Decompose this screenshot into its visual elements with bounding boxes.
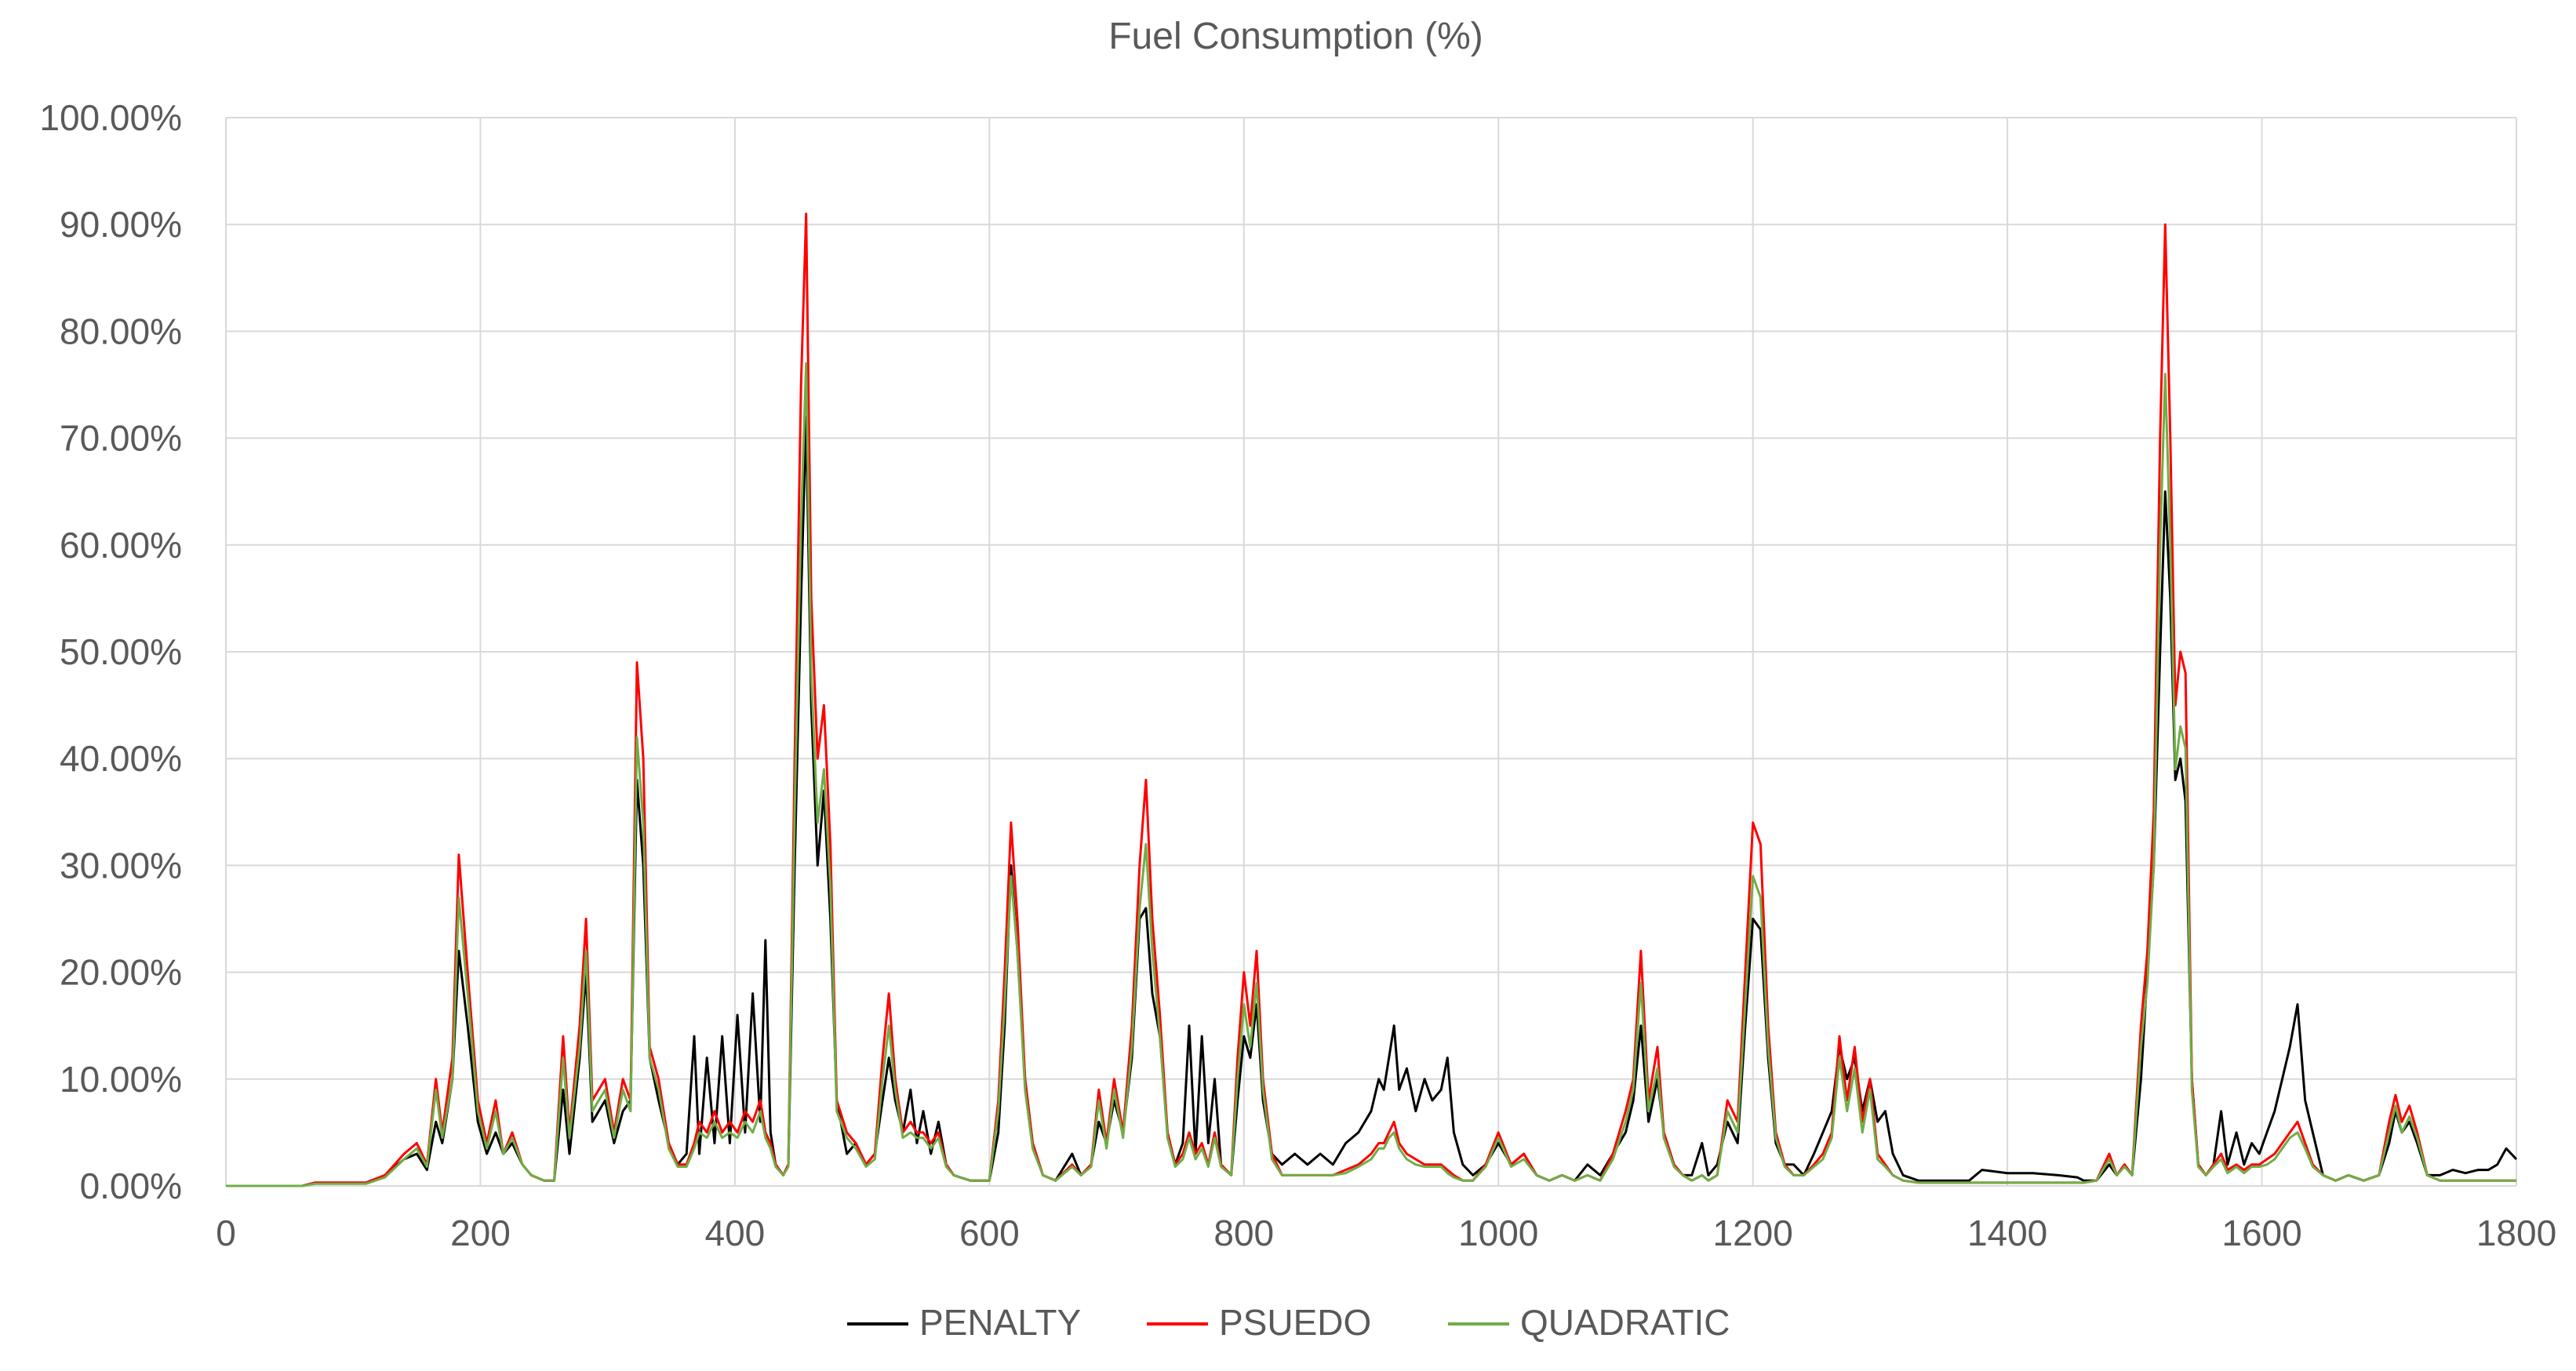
y-tick-label: 80.00% [60, 311, 182, 351]
x-tick-label: 1200 [1712, 1213, 1792, 1253]
y-tick-label: 90.00% [60, 204, 182, 245]
x-tick-label: 400 [705, 1213, 766, 1253]
y-tick-label: 60.00% [60, 525, 182, 565]
y-tick-label: 100.00% [39, 97, 182, 138]
series-line-quadratic [226, 362, 2516, 1187]
gridlines [225, 117, 2517, 1187]
x-tick-label: 800 [1213, 1213, 1274, 1253]
x-axis: 0 200 400 600 800 1000 1200 1400 1600 1800 [216, 1213, 2556, 1253]
y-tick-label: 30.00% [60, 845, 182, 886]
y-tick-label: 20.00% [60, 952, 182, 993]
series-line-psuedo [226, 213, 2516, 1187]
y-tick-label: 50.00% [60, 631, 182, 672]
y-axis: 0.00% 10.00% 20.00% 30.00% 40.00% 50.00% 60.00… [39, 97, 182, 1206]
x-tick-label: 200 [450, 1213, 511, 1253]
legend-label-quadratic: QUADRATIC [1520, 1302, 1730, 1343]
legend-label-psuedo: PSUEDO [1219, 1302, 1371, 1343]
y-tick-label: 0.00% [80, 1166, 182, 1206]
legend: PENALTY PSUEDO QUADRATIC [847, 1302, 1730, 1343]
x-tick-label: 1600 [2221, 1213, 2301, 1253]
chart-title: Fuel Consumption (%) [1108, 16, 1483, 57]
x-tick-label: 1000 [1458, 1213, 1538, 1253]
plot-area [226, 213, 2518, 1187]
x-tick-label: 1400 [1967, 1213, 2047, 1253]
x-tick-label: 0 [216, 1213, 236, 1253]
x-tick-label: 1800 [2476, 1213, 2556, 1253]
x-tick-label: 600 [959, 1213, 1020, 1253]
y-tick-label: 10.00% [60, 1059, 182, 1100]
y-tick-label: 40.00% [60, 738, 182, 779]
series-line-penalty [226, 415, 2518, 1187]
legend-label-penalty: PENALTY [919, 1302, 1081, 1343]
y-tick-label: 70.00% [60, 418, 182, 459]
